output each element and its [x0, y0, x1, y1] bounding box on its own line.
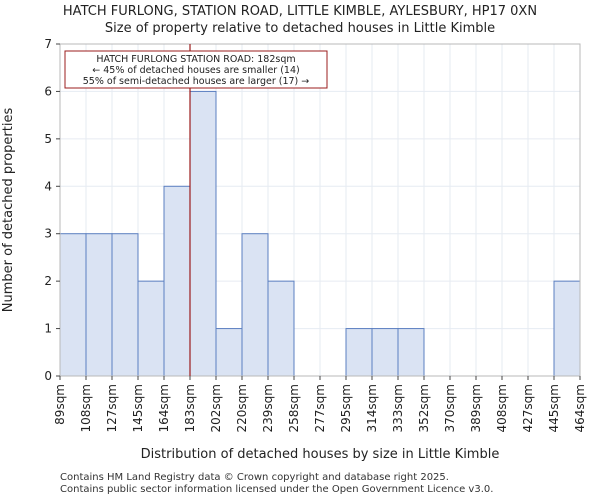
- bar-295sqm: [345, 328, 373, 377]
- x-tick-label: 145sqm: [131, 384, 145, 432]
- bar-89sqm: [59, 233, 87, 377]
- x-tick-label: 164sqm: [157, 384, 171, 432]
- x-tick-label: 202sqm: [209, 384, 223, 432]
- bar-239sqm: [267, 280, 295, 377]
- x-tick-label: 89sqm: [53, 384, 67, 425]
- x-tick-label: 314sqm: [365, 384, 379, 432]
- annotation-border: [64, 50, 328, 89]
- footer-line-2: Contains public sector information licen…: [60, 484, 494, 495]
- bar-127sqm: [111, 233, 139, 377]
- y-tick-label: 0: [44, 369, 52, 383]
- y-tick-label: 4: [44, 179, 52, 193]
- x-tick-label: 127sqm: [105, 384, 119, 432]
- x-tick-label: 220sqm: [235, 384, 249, 432]
- x-tick-label: 258sqm: [287, 384, 301, 432]
- annotation-line-3: 55% of semi-detached houses are larger (…: [83, 76, 310, 87]
- y-tick-label: 1: [44, 322, 52, 336]
- chart-subtitle: Size of property relative to detached ho…: [104, 21, 496, 36]
- axis-layer: 0 1 2 3 4 5 6 7 89sqm 108sqm 127sqm 145sqm 164sqm 183…: [44, 37, 587, 432]
- bar-108sqm: [85, 233, 113, 377]
- annotation-line-2: ← 45% of detached houses are smaller (14…: [92, 65, 299, 76]
- y-tick-label: 7: [44, 37, 52, 51]
- chart-title: HATCH FURLONG, STATION ROAD, LITTLE KIMB…: [62, 4, 538, 19]
- bar-145sqm: [137, 280, 165, 377]
- x-axis-label: Distribution of detached houses by size …: [141, 447, 500, 462]
- y-tick-label: 6: [44, 84, 52, 98]
- x-tick-label: 408sqm: [495, 384, 509, 432]
- x-tick-label: 333sqm: [391, 384, 405, 432]
- x-tick-label: 352sqm: [417, 384, 431, 432]
- bar-445sqm: [553, 280, 581, 377]
- x-tick-label: 108sqm: [79, 384, 93, 432]
- annotation-box: HATCH FURLONG STATION ROAD: 182sqm ← 45%…: [64, 50, 328, 89]
- x-tick-label: 464sqm: [573, 384, 587, 432]
- footer-line-1: Contains HM Land Registry data © Crown c…: [60, 472, 449, 483]
- y-tick-label: 2: [44, 274, 52, 288]
- x-tick-label: 239sqm: [261, 384, 275, 432]
- x-tick-label: 183sqm: [183, 384, 197, 432]
- bar-183sqm: [189, 90, 217, 377]
- x-tick-label: 389sqm: [469, 384, 483, 432]
- bar-333sqm: [397, 328, 425, 377]
- bar-202sqm: [215, 328, 243, 377]
- y-tick-label: 5: [44, 132, 52, 146]
- x-tick-label: 295sqm: [339, 384, 353, 432]
- bar-164sqm: [163, 185, 191, 377]
- bar-220sqm: [241, 233, 269, 377]
- x-tick-label: 445sqm: [547, 384, 561, 432]
- bar-314sqm: [371, 328, 399, 377]
- y-axis-label: Number of detached properties: [1, 108, 16, 313]
- x-tick-label: 277sqm: [313, 384, 327, 432]
- x-tick-label: 370sqm: [443, 384, 457, 432]
- x-tick-label: 427sqm: [521, 384, 535, 432]
- bars-layer: [59, 90, 581, 377]
- annotation-line-1: HATCH FURLONG STATION ROAD: 182sqm: [96, 54, 295, 65]
- y-tick-label: 3: [44, 227, 52, 241]
